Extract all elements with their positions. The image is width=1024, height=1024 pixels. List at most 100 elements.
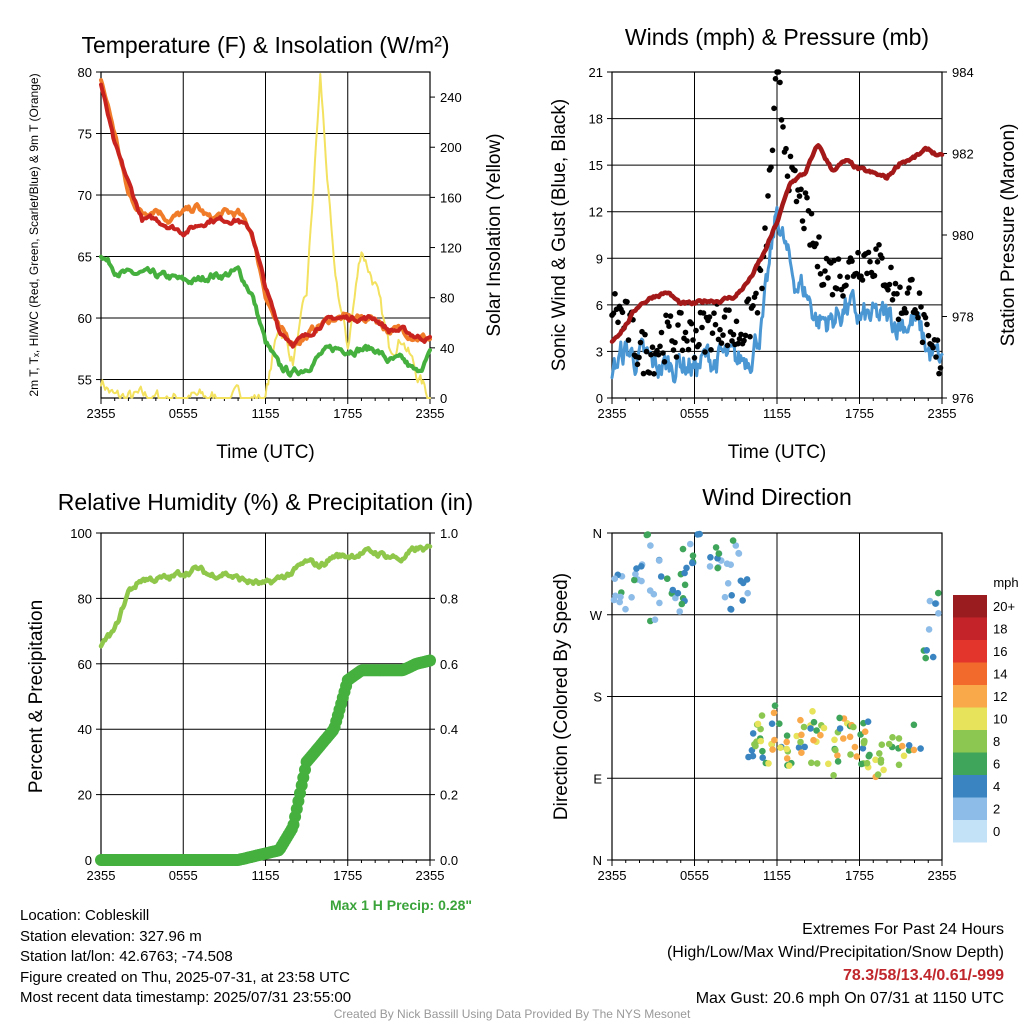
gust-point	[612, 291, 618, 297]
gust-point	[702, 349, 708, 355]
direction-point	[809, 708, 816, 715]
gust-point	[663, 312, 669, 319]
direction-point	[739, 579, 747, 587]
direction-point	[727, 561, 734, 568]
direction-point	[820, 724, 828, 732]
direction-point	[616, 598, 623, 606]
gust-point	[738, 331, 744, 338]
gust-point	[798, 186, 804, 193]
direction-point	[797, 738, 804, 746]
direction-point	[926, 597, 934, 605]
direction-point	[834, 758, 842, 765]
direction-point	[917, 745, 924, 752]
direction-point	[669, 586, 677, 594]
temp-xtick-label: 2355	[87, 406, 116, 421]
gust-point	[643, 348, 650, 355]
direction-point	[721, 593, 729, 601]
gust-point	[717, 326, 723, 333]
direction-point	[628, 594, 635, 601]
gust-point	[651, 371, 657, 377]
dir-ytick-label: E	[593, 771, 602, 786]
direction-point	[825, 760, 832, 768]
wind-xlabel: Time (UTC)	[728, 442, 827, 463]
direction-point	[735, 550, 743, 557]
direction-point	[813, 760, 821, 767]
temp-xtick-label: 1755	[333, 406, 362, 421]
gust-point	[801, 225, 807, 232]
direction-point	[922, 654, 929, 662]
direction-point	[832, 746, 839, 754]
gust-point	[750, 303, 756, 309]
direction-point	[769, 746, 776, 753]
gust-point	[924, 321, 930, 328]
gust-point	[919, 339, 926, 346]
extremes-subtitle: (High/Low/Max Wind/Precipitation/Snow De…	[666, 944, 1004, 961]
series-rh	[98, 543, 433, 649]
recent-text: Most recent data timestamp: 2025/07/31 2…	[20, 989, 352, 1006]
temp-ytick-label: 60	[78, 311, 92, 326]
gust-point	[771, 105, 777, 112]
direction-point	[754, 720, 762, 728]
direction-point	[776, 720, 783, 727]
direction-point	[876, 750, 883, 757]
gust-point	[646, 370, 653, 376]
gust-point	[837, 273, 843, 280]
extremes-values: 78.3/58/13.4/0.61/-999	[842, 967, 1004, 984]
direction-point	[935, 589, 942, 597]
gust-point	[783, 145, 789, 152]
gust-point	[753, 290, 759, 297]
direction-point	[732, 542, 740, 549]
rh-ytick-label: 40	[78, 722, 92, 737]
direction-point	[759, 747, 766, 755]
gust-point	[667, 313, 674, 319]
rh-axes	[100, 532, 431, 866]
direction-point	[759, 754, 766, 761]
gust-point	[918, 304, 924, 310]
extremes-title: Extremes For Past 24 Hours	[802, 921, 1004, 938]
series-2m-temp	[99, 82, 432, 349]
temp-y2tick-label: 40	[440, 341, 454, 356]
direction-point	[683, 564, 690, 572]
gust-point	[909, 276, 915, 283]
wind-xtick-label: 1155	[763, 406, 791, 421]
direction-point	[851, 743, 859, 751]
direction-point	[801, 743, 808, 751]
temp-ytick-label: 75	[78, 127, 92, 142]
wind-ylabel-right: Station Pressure (Maroon)	[998, 124, 1019, 347]
gust-point	[886, 281, 893, 288]
rh-title: Relative Humidity (%) & Precipitation (i…	[58, 489, 473, 515]
direction-point	[622, 605, 629, 613]
dir-xtick-label: 2355	[598, 868, 627, 883]
wind-y2tick-label: 978	[952, 310, 974, 325]
max-precip-label: Max 1 H Precip: 0.28"	[330, 897, 472, 913]
gust-point	[708, 347, 714, 353]
gust-point	[897, 284, 903, 291]
direction-point	[905, 742, 913, 749]
wind-y2tick-label: 976	[952, 391, 974, 406]
gust-point	[712, 321, 719, 328]
gust-point	[780, 124, 786, 130]
direction-point	[681, 569, 688, 577]
rh-xtick-label: 2355	[87, 868, 116, 883]
direction-point	[727, 605, 734, 613]
temp-ylabel-right: Solar Insolation (Yellow)	[484, 133, 505, 336]
direction-point	[861, 728, 869, 735]
direction-point	[910, 746, 918, 754]
gust-point	[649, 344, 656, 351]
direction-point	[808, 759, 815, 767]
gust-point	[718, 340, 725, 346]
dir-ytick-label: N	[593, 853, 602, 868]
gust-point	[672, 339, 678, 346]
gust-point	[813, 241, 819, 247]
gust-point	[867, 258, 873, 265]
gust-point	[660, 350, 666, 356]
gust-point	[724, 342, 731, 349]
legend-swatch	[953, 595, 987, 618]
dir-xtick-label: 1155	[763, 868, 791, 883]
direction-point	[744, 589, 751, 597]
legend-label: 14	[993, 667, 1007, 682]
direction-point	[688, 559, 696, 567]
gust-point	[688, 320, 695, 327]
direction-point	[657, 573, 665, 580]
series-pressure	[609, 143, 945, 344]
